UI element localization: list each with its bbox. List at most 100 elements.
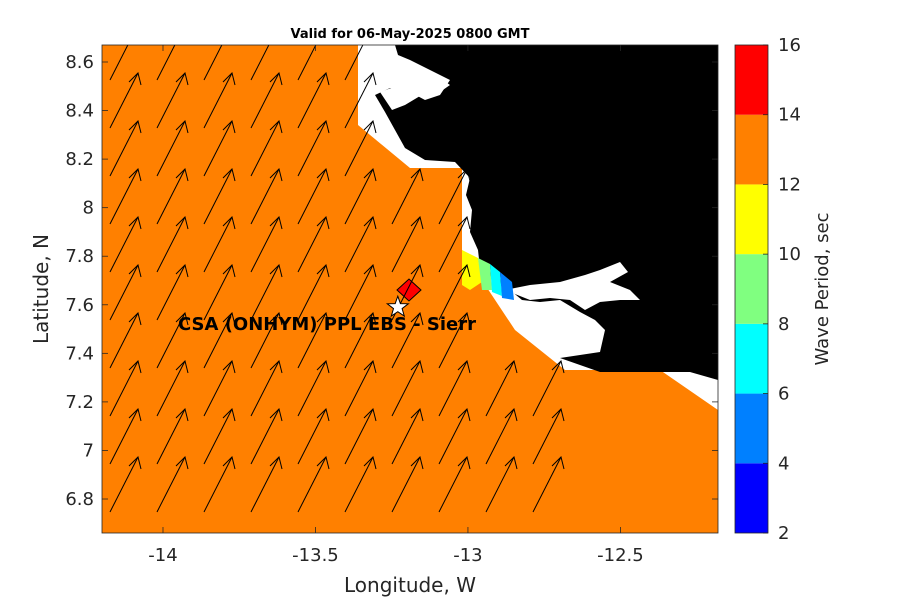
colorbar-tick-label: 2 [778,523,789,544]
colorbar-frame [734,44,769,534]
wave-arrow-shaft [485,456,515,513]
wave-arrow-head [128,120,142,134]
wave-arrow-shaft [344,45,364,81]
wave-arrow-shaft [203,216,233,273]
colorbar-tick-label: 12 [778,174,801,195]
wave-arrow-head [222,456,236,470]
estuary-inlet-south [505,262,640,310]
wave-arrow-shaft [250,456,280,513]
colorbar-bin [735,45,768,115]
wave-arrow-shaft [203,456,233,513]
wave-arrow-head [223,25,235,37]
wave-arrow-shaft [438,168,468,225]
colorbar: 2 4 6 8 10 12 14 16 [734,35,801,544]
wave-arrow-head [457,216,471,230]
wave-arrow-shaft [532,408,562,465]
wave-arrow-head [316,408,330,422]
y-tick-label: 6.8 [65,489,94,510]
wave-arrow-shaft [391,168,421,225]
wave-arrow-shaft [297,456,327,513]
wave-arrow-shaft [344,216,374,273]
y-tick-label: 7.6 [65,295,94,316]
wave-arrow-head [269,312,283,326]
wave-arrow-head [128,72,142,86]
wave-arrow-shaft [109,168,139,225]
wave-direction-arrows [109,25,565,513]
wave-arrow-shaft [438,312,468,369]
wave-arrow-head [410,216,424,230]
wave-arrow-shaft [156,264,186,321]
y-tick-label: 7.8 [65,246,94,267]
wave-arrow-shaft [109,45,129,81]
wave-arrow-head [269,72,283,86]
wave-arrow-head [504,456,518,470]
wave-arrow-head [457,312,471,326]
wave-arrow-shaft [344,456,374,513]
wave-arrow-shaft [532,360,562,417]
wave-arrow-head [222,408,236,422]
wave-arrow-head [175,216,189,230]
wave-arrow-head [128,360,142,374]
wave-arrow-head [363,312,377,326]
wave-arrow-head [269,264,283,278]
wave-arrow-head [551,408,565,422]
wave-arrow-head [175,72,189,86]
wave-arrow-shaft [391,408,421,465]
wave-arrow-head [129,25,141,37]
wave-arrow-shaft [156,456,186,513]
nearshore-period-patches [462,250,514,300]
colorbar-tick-label: 4 [778,453,789,474]
wave-arrow-head [269,120,283,134]
y-tick-label: 7 [83,440,94,461]
wave-arrow-head [222,216,236,230]
y-tick-label: 8 [83,198,94,219]
x-tick-label: -13 [453,545,482,566]
wave-arrow-shaft [109,312,139,369]
wave-arrow-shaft [203,408,233,465]
wave-arrow-head [269,216,283,230]
wave-arrow-shaft [344,408,374,465]
wave-arrow-shaft [156,45,176,81]
wave-arrow-head [176,25,188,37]
wave-arrow-shaft [250,72,280,129]
wave-arrow-head [316,72,330,86]
colorbar-tick-label: 14 [778,105,801,126]
wave-arrow-shaft [109,456,139,513]
wave-arrow-head [457,168,471,182]
y-tick-label: 7.4 [65,343,94,364]
x-tick-label: -12.5 [597,545,644,566]
wave-arrow-shaft [250,360,280,417]
wave-arrow-head [410,312,424,326]
wave-arrow-head [128,456,142,470]
wave-arrow-head [222,72,236,86]
wave-arrow-shaft [532,456,562,513]
wave-arrow-head [175,120,189,134]
colorbar-bin [735,323,768,394]
wave-arrow-shaft [156,120,186,177]
wave-arrow-head [457,408,471,422]
wave-arrow-head [316,264,330,278]
wave-arrow-head [363,456,377,470]
wave-arrow-shaft [156,312,186,369]
colorbar-bin [735,463,768,533]
wave-arrow-shaft [250,45,270,81]
wave-arrow-shaft [156,168,186,225]
wave-arrow-shaft [203,45,223,81]
wave-arrow-shaft [109,216,139,273]
x-axis-label: Longitude, W [344,573,476,597]
wave-arrow-shaft [109,264,139,321]
wave-arrow-head [363,168,377,182]
wave-arrow-head [316,168,330,182]
wave-arrow-head [175,312,189,326]
wave-arrow-shaft [344,264,374,321]
estuary-inlet [380,78,450,110]
wave-arrow-head [222,312,236,326]
wave-arrow-head [222,264,236,278]
wave-arrow-shaft [391,456,421,513]
wave-arrow-shaft [391,360,421,417]
wave-arrow-shaft [203,312,233,369]
wave-arrow-head [269,408,283,422]
wave-arrow-shaft [250,120,280,177]
wave-arrow-head [269,456,283,470]
wave-arrow-shaft [297,72,327,129]
